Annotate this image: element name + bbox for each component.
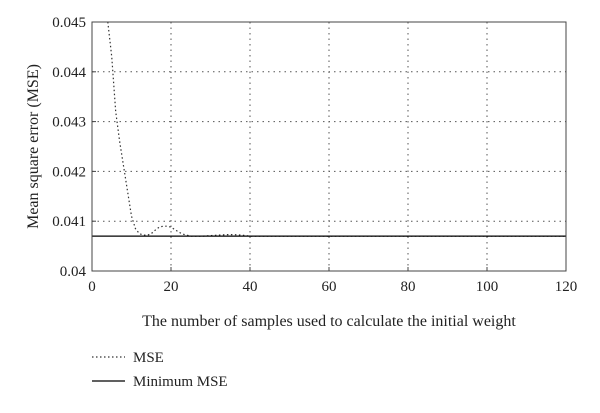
plot-frame	[91, 21, 567, 272]
y-tick-label: 0.044	[52, 65, 86, 81]
legend-label-minimum-mse: Minimum MSE	[133, 374, 228, 390]
grid	[92, 22, 566, 271]
x-tick-label: 80	[401, 279, 416, 295]
x-tick-label: 120	[555, 279, 578, 295]
x-tick-label: 100	[476, 279, 499, 295]
y-tick-label: 0.045	[52, 15, 86, 31]
series-line-mse	[107, 21, 566, 237]
x-tick-label: 40	[243, 279, 258, 295]
y-tick-label: 0.043	[52, 115, 86, 131]
legend: MSE Minimum MSE	[92, 350, 228, 390]
y-tick-label: 0.041	[52, 214, 86, 230]
series-layer	[92, 21, 566, 237]
legend-label-mse: MSE	[133, 350, 164, 366]
y-tick-label: 0.042	[52, 164, 86, 180]
x-axis-label: The number of samples used to calculate …	[142, 313, 516, 330]
x-tick-label: 20	[164, 279, 179, 295]
y-axis-label: Mean square error (MSE)	[25, 64, 42, 229]
x-tick-label: 0	[88, 279, 96, 295]
tick-labels: 0 20 40 60 80 100 120 0.04 0.041 0.042 0.043 0.044 0…	[52, 15, 577, 295]
x-tick-label: 60	[322, 279, 337, 295]
y-tick-label: 0.04	[60, 264, 87, 280]
